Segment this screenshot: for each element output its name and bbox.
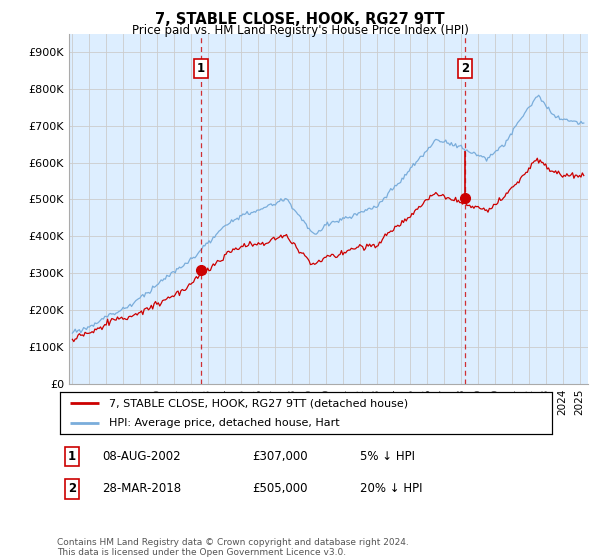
Text: 7, STABLE CLOSE, HOOK, RG27 9TT (detached house): 7, STABLE CLOSE, HOOK, RG27 9TT (detache… bbox=[109, 398, 409, 408]
Text: 08-AUG-2002: 08-AUG-2002 bbox=[102, 450, 181, 463]
Text: £505,000: £505,000 bbox=[252, 482, 308, 496]
Text: 2: 2 bbox=[68, 482, 76, 496]
Text: 2: 2 bbox=[461, 62, 469, 75]
Text: 20% ↓ HPI: 20% ↓ HPI bbox=[360, 482, 422, 496]
Text: 5% ↓ HPI: 5% ↓ HPI bbox=[360, 450, 415, 463]
Text: 7, STABLE CLOSE, HOOK, RG27 9TT: 7, STABLE CLOSE, HOOK, RG27 9TT bbox=[155, 12, 445, 27]
Text: 28-MAR-2018: 28-MAR-2018 bbox=[102, 482, 181, 496]
Text: £307,000: £307,000 bbox=[252, 450, 308, 463]
Text: HPI: Average price, detached house, Hart: HPI: Average price, detached house, Hart bbox=[109, 418, 340, 428]
Text: Price paid vs. HM Land Registry's House Price Index (HPI): Price paid vs. HM Land Registry's House … bbox=[131, 24, 469, 36]
Text: 1: 1 bbox=[197, 62, 205, 75]
Text: Contains HM Land Registry data © Crown copyright and database right 2024.
This d: Contains HM Land Registry data © Crown c… bbox=[57, 538, 409, 557]
Text: 1: 1 bbox=[68, 450, 76, 463]
